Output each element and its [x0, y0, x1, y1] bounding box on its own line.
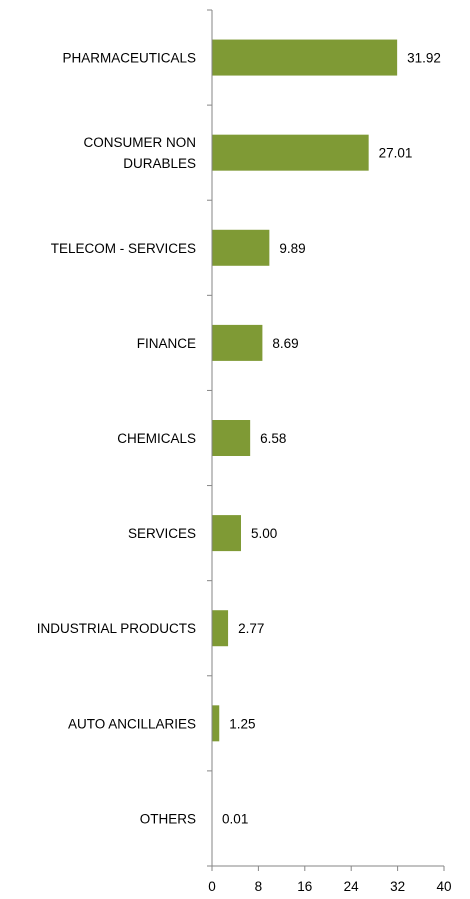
- tick-label: 16: [297, 879, 312, 894]
- data-label: 5.00: [251, 526, 277, 541]
- category-label: FINANCE: [137, 336, 196, 351]
- data-label: 8.69: [272, 336, 298, 351]
- category-label: TELECOM - SERVICES: [51, 241, 196, 256]
- category-label: AUTO ANCILLARIES: [68, 716, 196, 731]
- axes-group: [207, 9, 445, 871]
- category-label: INDUSTRIAL PRODUCTS: [37, 621, 196, 636]
- data-label: 27.01: [379, 146, 413, 161]
- category-label: OTHERS: [140, 811, 196, 826]
- tick-label: 24: [344, 879, 360, 894]
- bar: [212, 229, 270, 266]
- data-label: 6.58: [260, 431, 286, 446]
- bar: [212, 39, 398, 76]
- category-label: CONSUMER NON DURABLES: [83, 135, 196, 171]
- category-label: CHEMICALS: [117, 431, 196, 446]
- data-label: 2.77: [238, 621, 264, 636]
- bar: [212, 324, 263, 361]
- tick-label: 8: [255, 879, 263, 894]
- data-label: 0.01: [222, 811, 248, 826]
- tick-label: 40: [436, 879, 451, 894]
- bars-group: [212, 39, 398, 837]
- data-label: 9.89: [279, 241, 305, 256]
- tick-label: 32: [390, 879, 405, 894]
- bar: [212, 515, 241, 552]
- category-label: PHARMACEUTICALS: [62, 51, 196, 66]
- category-label: SERVICES: [128, 526, 196, 541]
- data-label: 31.92: [407, 51, 441, 66]
- labels-group: 31.92 PHARMACEUTICALS 27.01 CONSUMER NON DUR…: [37, 51, 452, 894]
- bar: [212, 705, 220, 742]
- bar: [212, 610, 229, 647]
- bar: [212, 134, 369, 171]
- data-label: 1.25: [229, 716, 255, 731]
- tick-label: 0: [208, 879, 216, 894]
- bar: [212, 420, 251, 456]
